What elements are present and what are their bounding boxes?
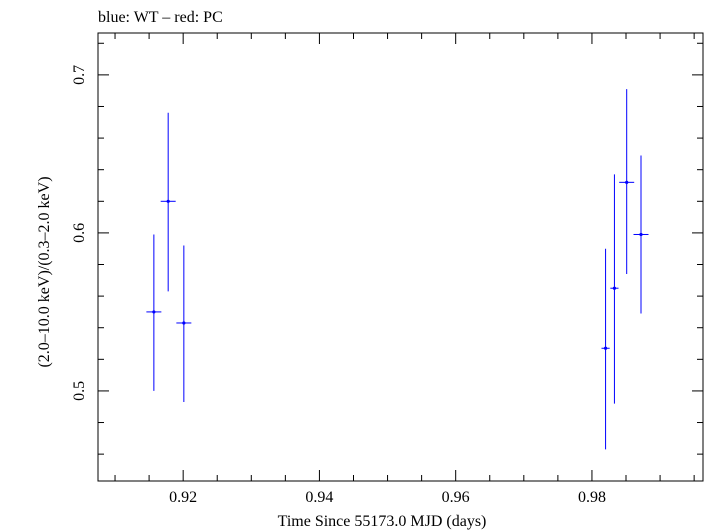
data-point xyxy=(160,112,176,292)
x-tick-label: 0.98 xyxy=(578,489,606,506)
data-point xyxy=(601,248,610,450)
chart-title: blue: WT – red: PC xyxy=(98,9,223,26)
y-tick-label: 0.5 xyxy=(71,381,88,401)
y-axis-label: (2.0–10.0 keV)/(0.3–2.0 keV) xyxy=(36,176,53,367)
data-point xyxy=(610,174,619,404)
x-tick-label: 0.96 xyxy=(442,489,470,506)
y-tick-label: 0.7 xyxy=(71,65,88,85)
y-tick-label: 0.6 xyxy=(71,223,88,243)
x-axis-label: Time Since 55173.0 MJD (days) xyxy=(278,513,487,530)
data-marker xyxy=(625,180,629,184)
plot-frame xyxy=(97,32,704,482)
data-series-wt xyxy=(146,89,649,450)
x-tick-label: 0.92 xyxy=(169,489,197,506)
data-marker xyxy=(182,321,186,325)
data-marker xyxy=(612,286,617,290)
data-marker xyxy=(152,310,156,314)
axis-ticks xyxy=(98,33,703,481)
data-point xyxy=(146,234,162,391)
data-point xyxy=(633,155,649,314)
data-marker xyxy=(166,199,170,203)
data-marker xyxy=(639,232,643,237)
data-marker xyxy=(603,346,608,350)
data-point xyxy=(619,89,635,274)
y-tick-labels: 0.5 0.6 0.7 xyxy=(71,65,88,401)
x-tick-labels: 0.92 0.94 0.96 0.98 xyxy=(169,489,606,506)
x-tick-label: 0.94 xyxy=(305,489,333,506)
data-point xyxy=(176,245,192,402)
